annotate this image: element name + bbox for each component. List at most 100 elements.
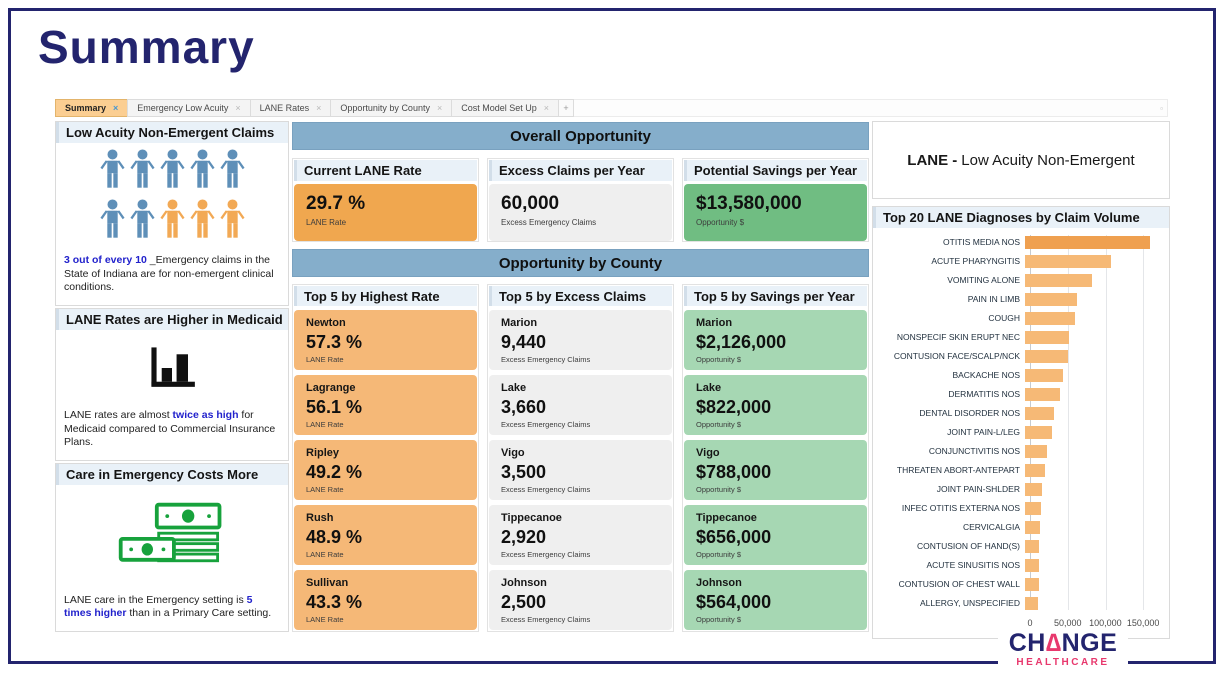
tab-lane-rates[interactable]: LANE Rates ×: [249, 99, 331, 117]
county-card-rush[interactable]: Rush 48.9 % LANE Rate: [294, 505, 477, 565]
bar-contusion-of-chest-wall[interactable]: [1025, 577, 1040, 591]
new-tab-button[interactable]: +: [558, 99, 575, 117]
tab-close-icon[interactable]: ×: [113, 103, 119, 113]
county-panel-top-5-by-savings-per-year: Top 5 by Savings per Year Marion $2,126,00…: [682, 284, 869, 632]
bar-label: INFEC OTITIS EXTERNA NOS: [901, 503, 1020, 513]
bar-track: [1025, 463, 1162, 477]
county-card-newton[interactable]: Newton 57.3 % LANE Rate: [294, 310, 477, 370]
county-card-vigo[interactable]: Vigo 3,500 Excess Emergency Claims: [489, 440, 672, 500]
county-caption: LANE Rate: [306, 550, 344, 559]
county-card-marion[interactable]: Marion $2,126,000 Opportunity $: [684, 310, 867, 370]
bar-cervicalgia[interactable]: [1025, 520, 1040, 534]
tab-close-icon[interactable]: ×: [235, 103, 241, 113]
chart-row-infec-otitis-externa-nos: INFEC OTITIS EXTERNA NOS: [877, 501, 1162, 515]
kpi-card-current-lane-rate[interactable]: 29.7 % LANE Rate: [294, 184, 477, 241]
county-card-sullivan[interactable]: Sullivan 43.3 % LANE Rate: [294, 570, 477, 630]
tab-close-icon[interactable]: ×: [316, 103, 322, 113]
county-card-vigo[interactable]: Vigo $788,000 Opportunity $: [684, 440, 867, 500]
county-caption: LANE Rate: [306, 485, 344, 494]
county-caption: LANE Rate: [306, 615, 344, 624]
bar-infec-otitis-externa-nos[interactable]: [1025, 501, 1042, 515]
county-value: $564,000: [696, 592, 772, 612]
diagnoses-bar-chart: OTITIS MEDIA NOS ACUTE PHARYNGITIS VOMITIN…: [873, 228, 1169, 638]
section-header: Low Acuity Non-Emergent Claims: [56, 122, 288, 143]
caption-highlight: 5 times higher: [64, 593, 253, 620]
bar-allergy-unspecified[interactable]: [1025, 596, 1039, 610]
county-card-tippecanoe[interactable]: Tippecanoe 2,920 Excess Emergency Claims: [489, 505, 672, 565]
chart-row-vomiting-alone: VOMITING ALONE: [877, 273, 1162, 287]
county-card-list: Marion 9,440 Excess Emergency Claims Lake 3,…: [489, 310, 672, 630]
county-name: Rush: [306, 512, 334, 524]
county-name: Lake: [696, 382, 722, 394]
bar-track: [1025, 254, 1162, 268]
bar-acute-pharyngitis[interactable]: [1025, 254, 1112, 268]
bar-label: DENTAL DISORDER NOS: [919, 408, 1020, 418]
county-caption: Opportunity $: [696, 355, 742, 364]
county-card-ripley[interactable]: Ripley 49.2 % LANE Rate: [294, 440, 477, 500]
county-card-lake[interactable]: Lake 3,660 Excess Emergency Claims: [489, 375, 672, 435]
person-icon-blue: [99, 148, 126, 195]
bar-cough[interactable]: [1025, 311, 1076, 325]
county-card-marion[interactable]: Marion 9,440 Excess Emergency Claims: [489, 310, 672, 370]
tab-emergency-low-acuity[interactable]: Emergency Low Acuity ×: [127, 99, 250, 117]
county-value: $788,000: [696, 462, 772, 482]
county-caption: Excess Emergency Claims: [501, 355, 591, 364]
tab-strip-menu-icon[interactable]: ▫: [1160, 103, 1163, 113]
county-value: 43.3 %: [306, 592, 363, 612]
kpi-card-excess-claims-per-year[interactable]: 60,000 Excess Emergency Claims: [489, 184, 672, 241]
county-card-tippecanoe[interactable]: Tippecanoe $656,000 Opportunity $: [684, 505, 867, 565]
tab-close-icon[interactable]: ×: [436, 103, 443, 113]
tab-summary[interactable]: Summary ×: [55, 99, 128, 117]
bar-label: CONTUSION OF HAND(S): [917, 541, 1020, 551]
bar-track: [1025, 406, 1162, 420]
county-name: Ripley: [306, 447, 340, 459]
county-card-lagrange[interactable]: Lagrange 56.1 % LANE Rate: [294, 375, 477, 435]
county-name: Sullivan: [306, 577, 349, 589]
bar-dermatitis-nos[interactable]: [1025, 387, 1061, 401]
bar-otitis-media-nos[interactable]: [1025, 235, 1151, 249]
bar-acute-sinusitis-nos[interactable]: [1025, 558, 1040, 572]
tab-opportunity-by-county[interactable]: Opportunity by County ×: [330, 99, 452, 117]
bar-threaten-abort-antepart[interactable]: [1025, 463, 1046, 477]
kpi-value: 29.7 %: [306, 193, 366, 214]
bar-contusion-face-scalp-nck[interactable]: [1025, 349, 1069, 363]
tab-list: Summary × Emergency Low Acuity × LANE Rates ×…: [55, 99, 559, 117]
chart-row-backache-nos: BACKACHE NOS: [877, 368, 1162, 382]
bar-track: [1025, 539, 1162, 553]
bar-joint-pain-l-leg[interactable]: [1025, 425, 1053, 439]
county-column-header: Top 5 by Highest Rate: [294, 286, 477, 306]
chart-row-acute-pharyngitis: ACUTE PHARYNGITIS: [877, 254, 1162, 268]
bar-joint-pain-shlder[interactable]: [1025, 482, 1043, 496]
county-card-lake[interactable]: Lake $822,000 Opportunity $: [684, 375, 867, 435]
bar-conjunctivitis-nos[interactable]: [1025, 444, 1047, 458]
tab-close-icon[interactable]: ×: [543, 103, 550, 113]
bar-vomiting-alone[interactable]: [1025, 273, 1093, 287]
bar-backache-nos[interactable]: [1025, 368, 1064, 382]
bar-label: CONJUNCTIVITIS NOS: [928, 446, 1020, 456]
tab-label: Emergency Low Acuity: [137, 103, 229, 113]
bar-contusion-of-hand-s[interactable]: [1025, 539, 1040, 553]
tab-bar: Summary × Emergency Low Acuity × LANE Rates ×…: [55, 99, 1168, 117]
caption-text: for Medicaid compared to Commercial Insu…: [64, 409, 276, 449]
bar-label: CONTUSION OF CHEST WALL: [898, 579, 1020, 589]
county-card-johnson[interactable]: Johnson $564,000 Opportunity $: [684, 570, 867, 630]
kpi-card-potential-savings-per-year[interactable]: $13,580,000 Opportunity $: [684, 184, 867, 241]
tab-cost-model-set-up[interactable]: Cost Model Set Up ×: [451, 99, 559, 117]
bar-label: BACKACHE NOS: [952, 370, 1020, 380]
county-value: 3,500: [501, 462, 547, 482]
bar-pain-in-limb[interactable]: [1025, 292, 1077, 306]
bar-dental-disorder-nos[interactable]: [1025, 406, 1054, 420]
chart-row-allergy-unspecified: ALLERGY, UNSPECIFIED: [877, 596, 1162, 610]
bar-label: OTITIS MEDIA NOS: [943, 237, 1020, 247]
bar-label: COUGH: [988, 313, 1020, 323]
county-caption: Excess Emergency Claims: [501, 485, 591, 494]
county-panel-top-5-by-excess-claims: Top 5 by Excess Claims Marion 9,440 Excess …: [487, 284, 674, 632]
county-name: Newton: [306, 317, 346, 329]
county-caption: LANE Rate: [306, 355, 344, 364]
bar-track: [1025, 311, 1162, 325]
bar-nonspecif-skin-erupt-nec[interactable]: [1025, 330, 1069, 344]
county-card-johnson[interactable]: Johnson 2,500 Excess Emergency Claims: [489, 570, 672, 630]
county-value: 9,440: [501, 332, 547, 352]
x-tick-label: 50,000: [1053, 618, 1082, 628]
bar-label: JOINT PAIN-L/LEG: [947, 427, 1020, 437]
